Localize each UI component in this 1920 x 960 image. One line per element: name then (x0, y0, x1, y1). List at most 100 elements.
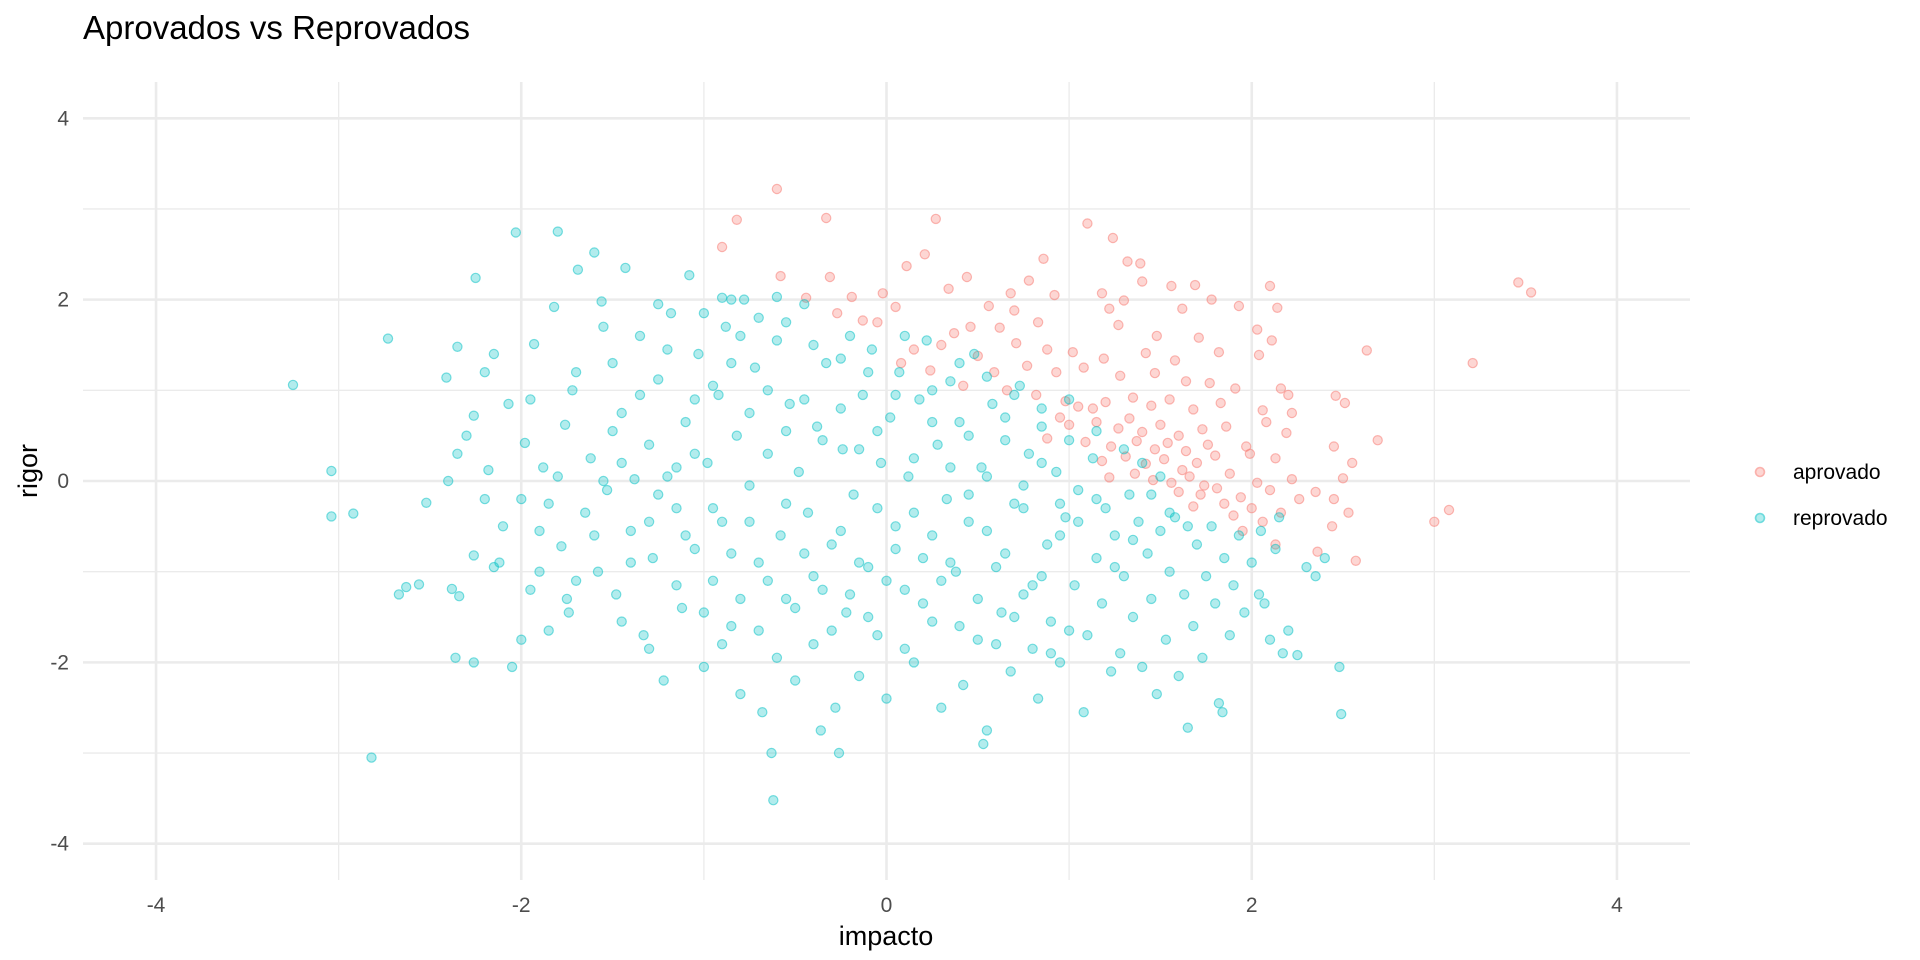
point-reprovado (698, 308, 710, 319)
point-aprovado (1162, 437, 1173, 449)
point-reprovado (903, 471, 914, 482)
point-reprovado (1301, 561, 1312, 573)
point-aprovado (948, 328, 960, 339)
point-aprovado (1104, 472, 1115, 483)
point-reprovado (1239, 607, 1250, 618)
point-reprovado (936, 575, 947, 587)
point-reprovado (1164, 507, 1175, 518)
point-reprovado (1091, 552, 1102, 564)
point-aprovado (1293, 493, 1305, 505)
point-aprovado (1067, 347, 1079, 358)
point-reprovado (598, 321, 609, 332)
point-reprovado (658, 675, 669, 686)
point-aprovado (1096, 455, 1108, 467)
point-aprovado (1286, 474, 1298, 485)
point-aprovado (1149, 367, 1161, 379)
point-aprovado (1189, 279, 1201, 291)
point-reprovado (1146, 593, 1157, 605)
point-aprovado (1235, 492, 1247, 503)
point-reprovado (936, 702, 947, 713)
point-reprovado (510, 227, 521, 238)
point-aprovado (1275, 383, 1287, 394)
point-reprovado (698, 607, 710, 618)
point-reprovado (881, 575, 892, 587)
point-aprovado (1191, 457, 1203, 469)
point-aprovado (1337, 473, 1349, 484)
point-aprovado (1032, 317, 1044, 328)
point-reprovado (589, 530, 600, 541)
point-aprovado (1361, 345, 1373, 356)
point-reprovado (802, 507, 814, 518)
point-reprovado (771, 335, 783, 346)
point-aprovado (1281, 427, 1292, 439)
point-reprovado (857, 389, 869, 401)
point-reprovado (1045, 616, 1057, 627)
point-aprovado (1078, 362, 1089, 373)
point-reprovado (441, 372, 452, 383)
point-reprovado (1109, 530, 1121, 541)
point-reprovado (1155, 471, 1166, 482)
point-aprovado (1164, 394, 1175, 405)
point-aprovado (832, 308, 843, 319)
point-reprovado (1217, 707, 1228, 718)
point-reprovado (634, 389, 646, 401)
y-tick-label: -4 (50, 833, 69, 856)
point-reprovado (421, 497, 432, 508)
point-reprovado (1018, 503, 1029, 514)
point-reprovado (552, 226, 564, 237)
point-reprovado (808, 571, 819, 582)
point-aprovado (1122, 256, 1133, 267)
point-aprovado (1326, 521, 1338, 532)
point-reprovado (401, 581, 412, 593)
point-reprovado (945, 376, 956, 387)
point-reprovado (978, 738, 989, 750)
point-reprovado (1014, 380, 1026, 391)
point-reprovado (653, 374, 664, 385)
point-aprovado (1023, 275, 1035, 286)
y-tick-label: 4 (57, 107, 69, 130)
point-reprovado (1146, 489, 1157, 500)
point-aprovado (1429, 516, 1440, 528)
point-reprovado (735, 330, 746, 342)
point-reprovado (671, 580, 682, 591)
point-aprovado (1270, 453, 1281, 464)
point-aprovado (1246, 503, 1257, 514)
point-reprovado (753, 625, 764, 636)
x-axis-title: impacto (839, 921, 934, 951)
point-reprovado (413, 579, 425, 590)
point-reprovado (707, 380, 719, 391)
point-reprovado (927, 416, 938, 428)
point-reprovado (1114, 648, 1126, 659)
point-aprovado (1264, 280, 1276, 292)
point-reprovado (616, 407, 627, 419)
point-reprovado (1209, 598, 1221, 609)
point-reprovado (1155, 525, 1166, 537)
point-aprovado (731, 214, 743, 225)
point-aprovado (1339, 397, 1351, 409)
point-reprovado (1082, 630, 1093, 641)
point-reprovado (1292, 649, 1303, 661)
point-aprovado (1188, 501, 1199, 512)
point-reprovado (976, 462, 987, 473)
point-reprovado (762, 385, 774, 396)
point-aprovado (1041, 344, 1053, 355)
point-reprovado (516, 493, 527, 505)
point-reprovado (921, 335, 932, 346)
point-reprovado (726, 294, 737, 305)
point-reprovado (698, 661, 710, 673)
point-reprovado (671, 462, 682, 473)
point-reprovado (1100, 503, 1111, 514)
point-reprovado (450, 652, 461, 664)
point-reprovado (570, 367, 582, 378)
point-aprovado (1158, 454, 1170, 465)
point-reprovado (735, 688, 746, 700)
point-reprovado (744, 516, 755, 528)
point-aprovado (1021, 360, 1033, 371)
x-tick-label: 2 (1246, 894, 1258, 917)
point-aprovado (1244, 448, 1256, 459)
point-reprovado (716, 516, 728, 528)
point-reprovado (503, 398, 514, 410)
point-reprovado (1335, 708, 1347, 720)
point-reprovado (1051, 466, 1062, 478)
point-reprovado (625, 557, 637, 568)
